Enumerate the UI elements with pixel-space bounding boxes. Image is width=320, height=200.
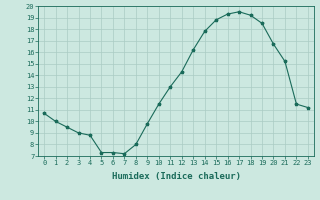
X-axis label: Humidex (Indice chaleur): Humidex (Indice chaleur) xyxy=(111,172,241,181)
